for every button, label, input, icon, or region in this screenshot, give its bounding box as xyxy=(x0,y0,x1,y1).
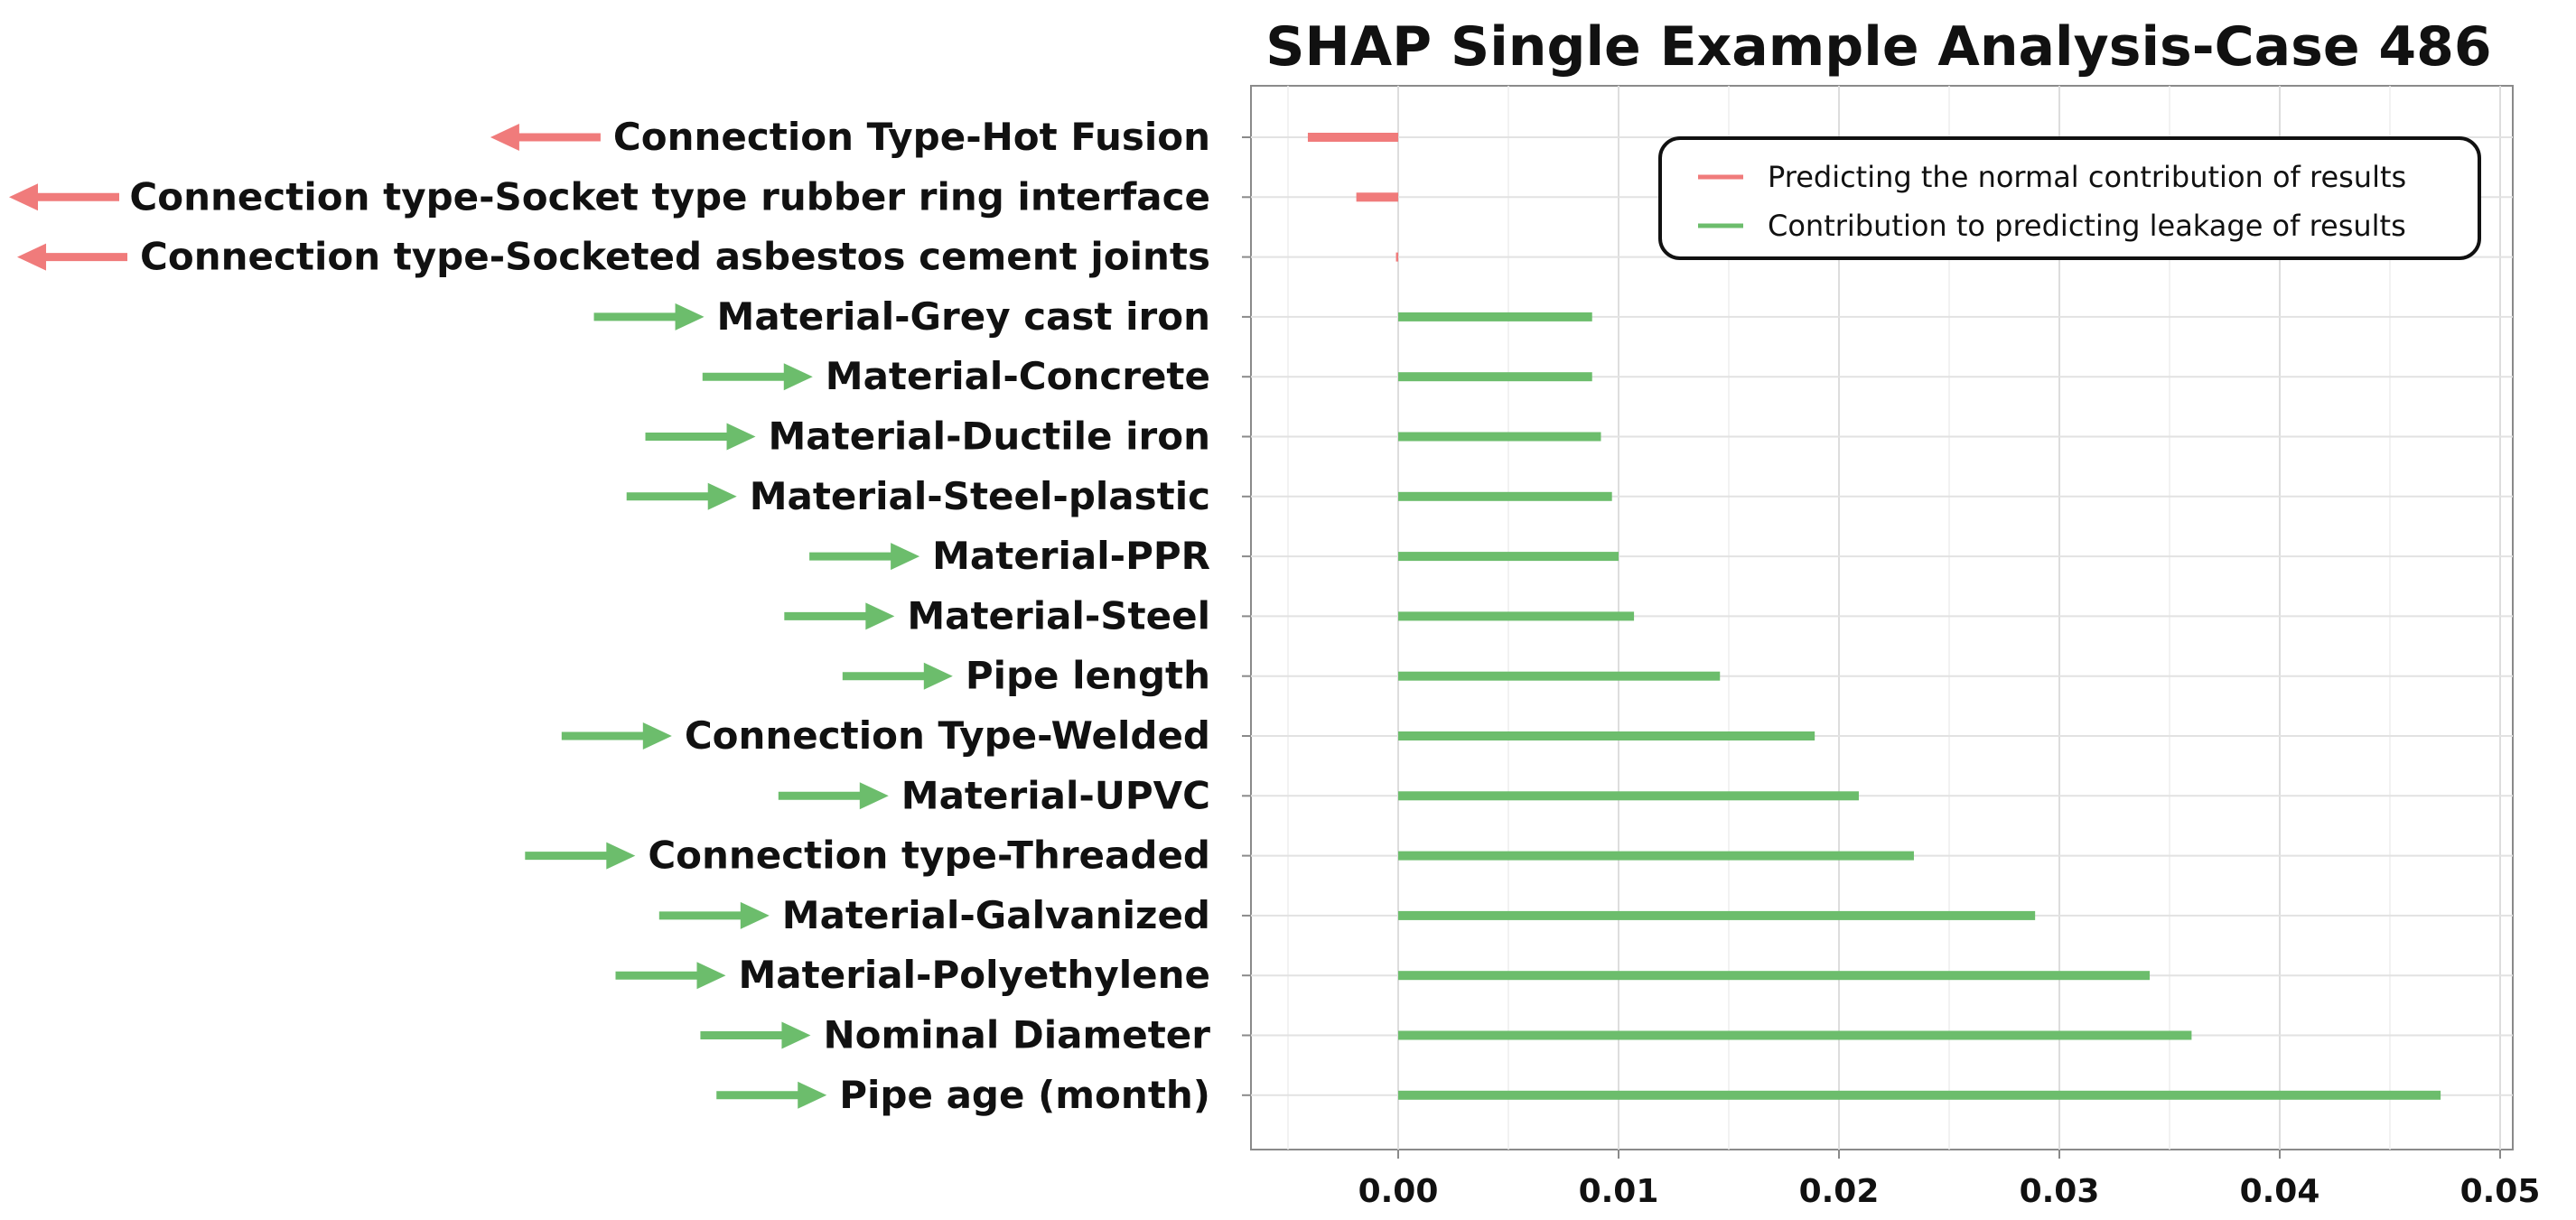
arrow-right-head xyxy=(642,722,672,750)
bar-leakage xyxy=(1398,432,1601,442)
arrow-left-head xyxy=(490,124,519,151)
feature-label: Material-Steel-plastic xyxy=(750,474,1210,518)
arrow-right-head xyxy=(859,782,889,810)
x-tick-label: 0.00 xyxy=(1358,1173,1439,1210)
feature-label: Nominal Diameter xyxy=(823,1013,1210,1057)
feature-label: Material-Steel xyxy=(907,593,1210,638)
bar-leakage xyxy=(1398,971,2151,981)
feature-label: Pipe length xyxy=(966,654,1210,698)
legend-label-leakage: Contribution to predicting leakage of re… xyxy=(1768,209,2406,243)
bar-normal xyxy=(1307,133,1398,142)
x-axis-ticks: 0.00 0.01 0.02 0.03 0.04 0.05 xyxy=(1358,1150,2541,1210)
arrow-right-head xyxy=(891,543,920,571)
bar-leakage xyxy=(1398,910,2036,920)
x-tick-label: 0.03 xyxy=(2020,1173,2100,1210)
bar-leakage xyxy=(1398,671,1721,681)
feature-label: Material-Polyethylene xyxy=(739,953,1211,997)
chart-title: SHAP Single Example Analysis-Case 486 xyxy=(1265,15,2491,79)
arrow-right-head xyxy=(798,1081,827,1109)
arrow-right-head xyxy=(783,363,813,391)
bar-leakage xyxy=(1398,372,1592,382)
feature-label: Pipe age (month) xyxy=(839,1073,1210,1117)
feature-label: Material-Concrete xyxy=(826,354,1210,398)
feature-label: Material-Ductile iron xyxy=(769,414,1210,459)
feature-label: Connection type-Threaded xyxy=(648,834,1210,878)
x-tick-label: 0.01 xyxy=(1579,1173,1659,1210)
bar-leakage xyxy=(1398,1030,2192,1040)
arrow-right-head xyxy=(606,842,636,870)
arrow-right-head xyxy=(726,423,756,451)
bar-leakage xyxy=(1398,312,1592,321)
x-tick-label: 0.02 xyxy=(1799,1173,1880,1210)
arrow-right-head xyxy=(696,962,726,990)
arrow-right-head xyxy=(740,901,770,929)
bar-leakage xyxy=(1398,851,1914,861)
feature-label: Material-Grey cast iron xyxy=(717,294,1210,339)
feature-labels: Connection Type-Hot Fusion Connection typ… xyxy=(129,115,1210,1117)
arrow-right-head xyxy=(675,303,705,331)
arrow-right-head xyxy=(707,482,737,510)
bar-normal xyxy=(1395,252,1398,262)
direction-arrows xyxy=(9,124,953,1109)
feature-label: Material-UPVC xyxy=(901,773,1210,817)
x-tick-label: 0.05 xyxy=(2460,1173,2541,1210)
bar-leakage xyxy=(1398,731,1815,740)
bar-normal xyxy=(1356,192,1398,202)
feature-label: Connection type-Socket type rubber ring … xyxy=(129,174,1210,219)
arrow-right-head xyxy=(923,662,953,690)
bar-leakage xyxy=(1398,1090,2441,1100)
feature-label: Connection type-Socketed asbestos cement… xyxy=(140,235,1210,279)
bar-leakage xyxy=(1398,491,1612,501)
feature-label: Material-Galvanized xyxy=(782,893,1210,937)
legend: Predicting the normal contribution of re… xyxy=(1658,136,2481,260)
bar-leakage xyxy=(1398,611,1635,621)
arrow-right-head xyxy=(865,602,895,630)
feature-label: Connection Type-Hot Fusion xyxy=(613,115,1210,159)
arrow-left-head xyxy=(9,183,38,211)
x-tick-label: 0.04 xyxy=(2240,1173,2320,1210)
arrow-left-head xyxy=(17,243,47,271)
legend-label-normal: Predicting the normal contribution of re… xyxy=(1768,160,2406,194)
feature-label: Material-PPR xyxy=(932,534,1210,578)
arrow-right-head xyxy=(781,1021,811,1049)
legend-box xyxy=(1658,136,2481,260)
bars xyxy=(1307,133,2441,1100)
bar-leakage xyxy=(1398,791,1859,801)
bar-leakage xyxy=(1398,552,1619,562)
feature-label: Connection Type-Welded xyxy=(685,713,1210,758)
